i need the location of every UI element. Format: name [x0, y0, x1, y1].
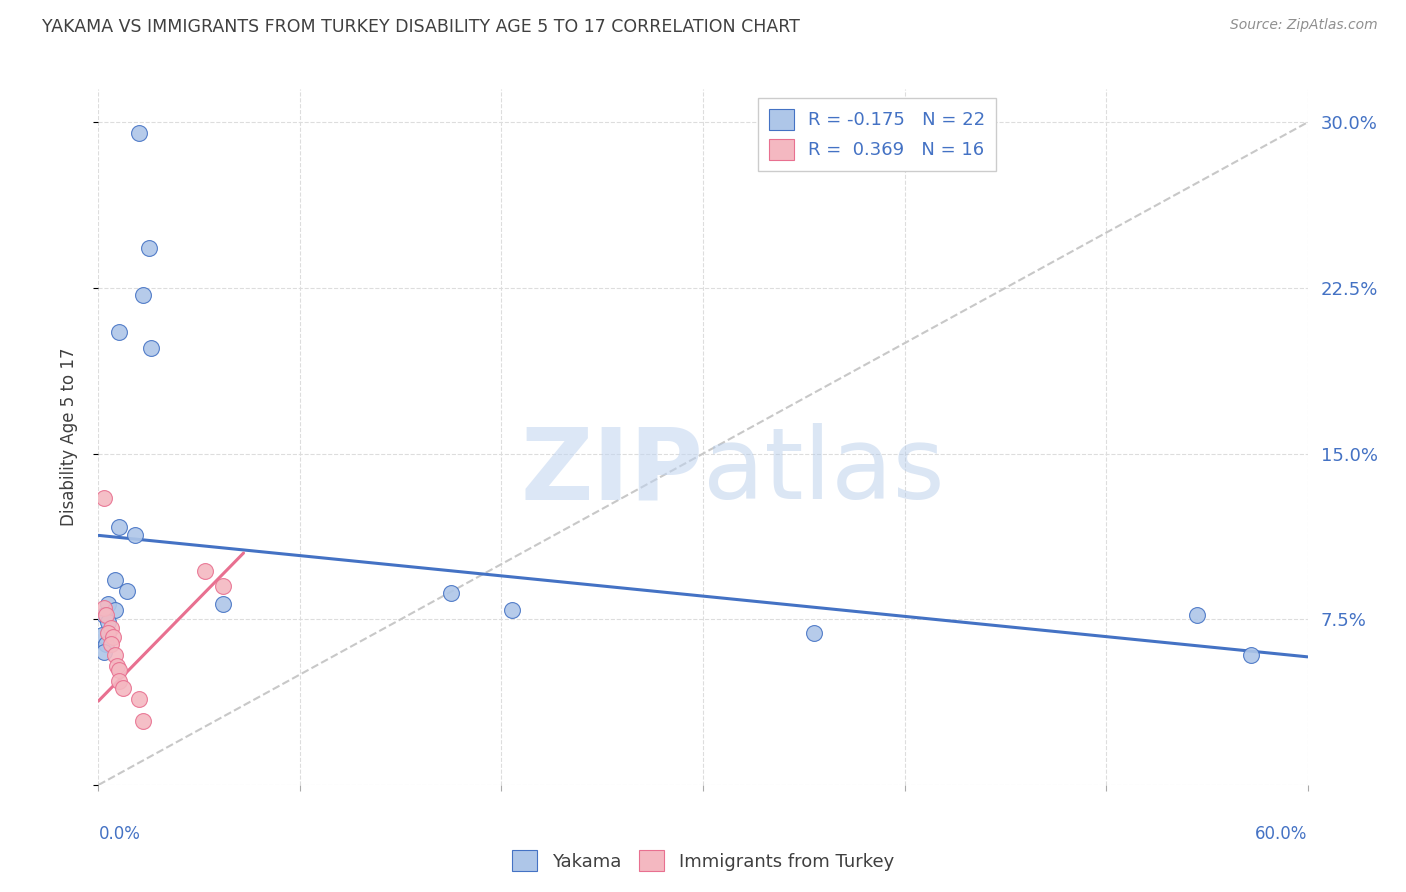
Point [128, 127, 150, 141]
Point [93, 645, 115, 659]
Point [803, 625, 825, 640]
Point [103, 603, 125, 617]
Point [107, 519, 129, 533]
Point [97, 625, 120, 640]
Point [212, 579, 235, 593]
Point [115, 583, 138, 598]
Point [107, 674, 129, 689]
Point [111, 681, 134, 695]
Text: Source: ZipAtlas.com: Source: ZipAtlas.com [1230, 18, 1378, 32]
Text: 60.0%: 60.0% [1256, 825, 1308, 843]
Point [501, 603, 523, 617]
Text: YAKAMA VS IMMIGRANTS FROM TURKEY DISABILITY AGE 5 TO 17 CORRELATION CHART: YAKAMA VS IMMIGRANTS FROM TURKEY DISABIL… [42, 18, 800, 36]
Point [139, 341, 162, 355]
Y-axis label: Disability Age 5 to 17: Disability Age 5 to 17 [59, 348, 77, 526]
Point [96, 637, 118, 651]
Point [100, 621, 122, 635]
Legend: R = -0.175   N = 22, R =  0.369   N = 16: R = -0.175 N = 22, R = 0.369 N = 16 [758, 98, 997, 170]
Point [194, 564, 217, 578]
Point [93, 491, 115, 505]
Point [91, 628, 114, 642]
Point [96, 607, 118, 622]
Point [107, 663, 129, 677]
Point [138, 241, 160, 255]
Point [97, 597, 120, 611]
Point [93, 607, 115, 622]
Point [101, 630, 124, 644]
Point [103, 573, 125, 587]
Text: 0.0%: 0.0% [98, 825, 141, 843]
Point [1185, 607, 1208, 622]
Point [103, 648, 125, 662]
Text: ZIP: ZIP [520, 424, 703, 520]
Point [440, 586, 463, 600]
Text: atlas: atlas [703, 424, 945, 520]
Point [93, 601, 115, 615]
Legend: Yakama, Immigrants from Turkey: Yakama, Immigrants from Turkey [505, 843, 901, 879]
Point [105, 658, 128, 673]
Point [107, 325, 129, 339]
Point [100, 637, 122, 651]
Point [212, 597, 235, 611]
Point [1240, 648, 1263, 662]
Point [124, 528, 146, 542]
Point [97, 615, 120, 629]
Point [128, 691, 150, 706]
Point [132, 714, 155, 728]
Point [132, 287, 155, 301]
